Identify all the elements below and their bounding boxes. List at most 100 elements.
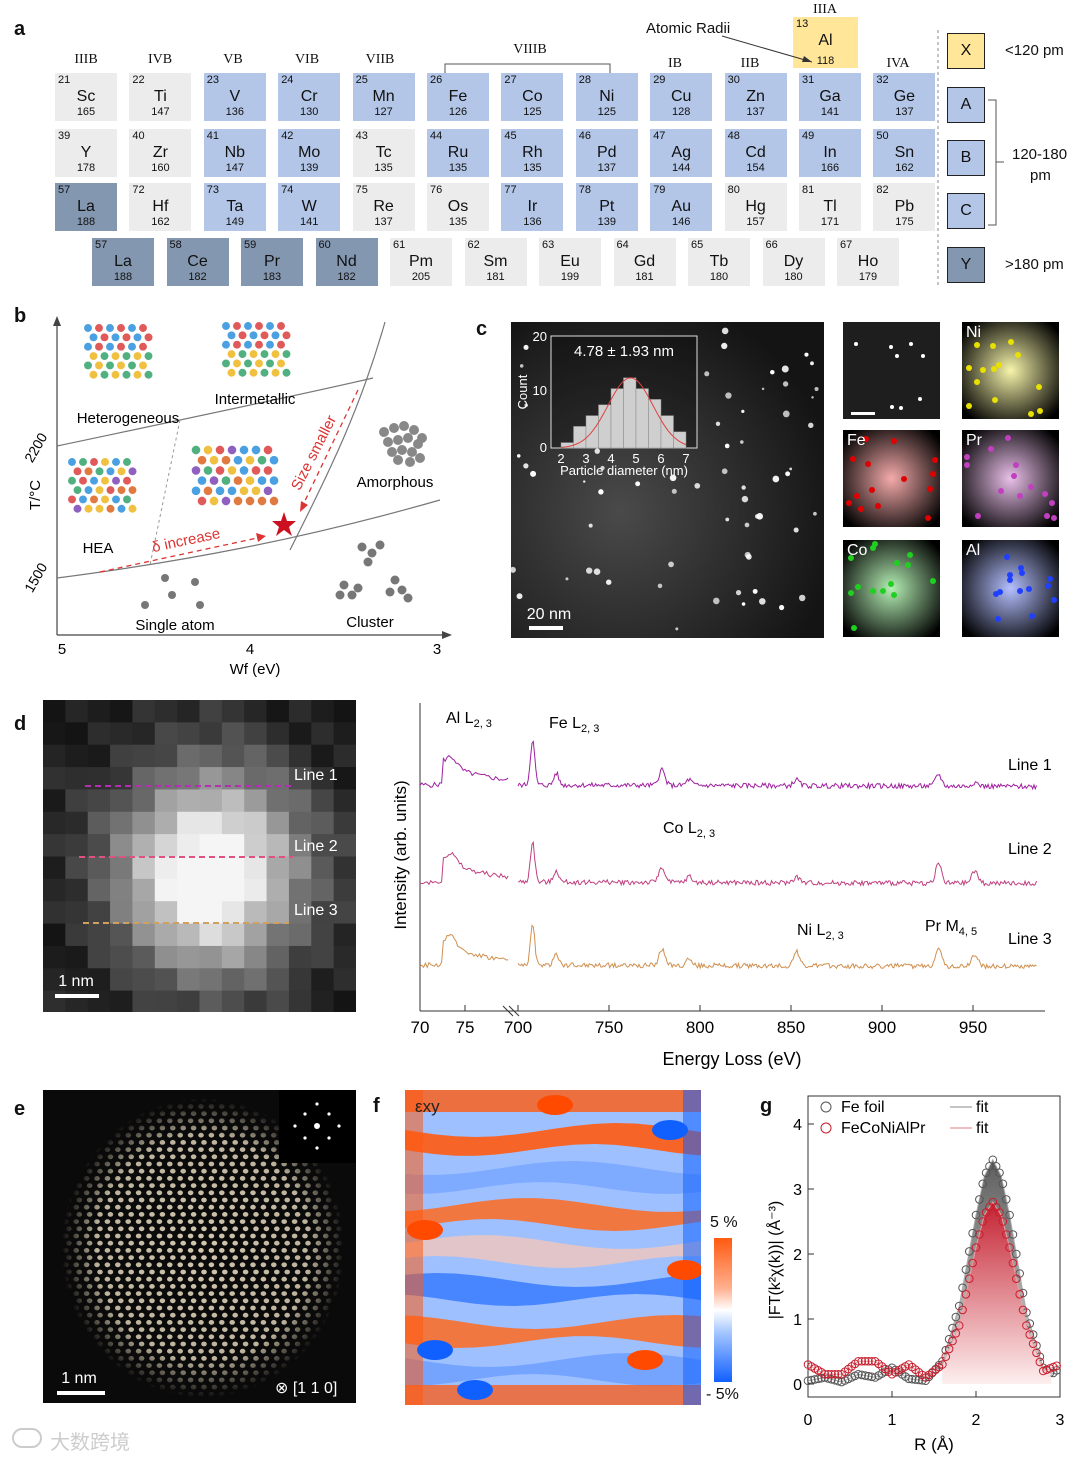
- small-map-dot: [909, 342, 914, 347]
- atom-column: [263, 1327, 270, 1332]
- annotation-lines: [444, 30, 1004, 285]
- image-pixel: [110, 990, 133, 1012]
- atom-column: [55, 1356, 62, 1361]
- atom-column: [76, 1312, 82, 1318]
- atom-column: [86, 1212, 93, 1217]
- nanoparticle: [808, 422, 814, 429]
- atom-column: [253, 1183, 259, 1188]
- atom-column: [149, 1255, 155, 1260]
- nanoparticle: [785, 471, 791, 477]
- atom-column: [43, 1348, 48, 1354]
- atom-column: [239, 1348, 246, 1354]
- atom-column: [326, 1168, 332, 1174]
- atom-column: [76, 1327, 82, 1332]
- atom-column: [156, 1320, 163, 1325]
- image-pixel: [43, 767, 66, 790]
- atom-column: [281, 1276, 287, 1282]
- image-pixel: [266, 968, 290, 992]
- atom-column: [63, 1291, 69, 1296]
- atom-column: [271, 1219, 277, 1224]
- atom-column: [315, 1356, 322, 1361]
- atom-column: [170, 1096, 176, 1102]
- atom-column: [83, 1334, 90, 1340]
- image-pixel: [221, 700, 245, 723]
- atom-column: [149, 1341, 155, 1347]
- eds-map-label: Ni: [966, 324, 982, 341]
- atom-column: [229, 1219, 235, 1224]
- atom-column: [170, 1341, 176, 1347]
- atom-column: [274, 1111, 280, 1116]
- image-pixel: [311, 901, 335, 925]
- atom-column: [146, 1305, 152, 1311]
- atom-column: [156, 1190, 163, 1196]
- atom-column: [63, 1334, 69, 1340]
- atom-column: [219, 1248, 225, 1253]
- atom-column: [177, 1377, 183, 1383]
- atom-column: [346, 1269, 353, 1275]
- data-point-feconialpr: [1001, 1230, 1011, 1239]
- image-pixel: [199, 990, 223, 1012]
- atom-column: [323, 1305, 329, 1311]
- atom-column: [83, 1132, 90, 1138]
- atom-column: [107, 1255, 114, 1260]
- single-atom-dot: [141, 601, 149, 609]
- atom-column: [66, 1327, 72, 1332]
- data-point-feconialpr: [823, 1369, 833, 1379]
- atom-dot: [100, 352, 109, 361]
- atom-column: [201, 1111, 207, 1116]
- atom-column: [73, 1305, 79, 1311]
- data-point-feconialpr: [971, 1243, 981, 1252]
- map-spot: [964, 461, 971, 468]
- atom-column: [170, 1197, 176, 1203]
- ytick-2200: 2200: [21, 430, 51, 465]
- image-pixel: [132, 722, 156, 746]
- legend-box-x: X: [947, 33, 985, 69]
- atom-column: [198, 1363, 204, 1368]
- atom-column: [305, 1384, 311, 1390]
- atom-column: [271, 1320, 277, 1325]
- atomic-radii-label: Atomic Radii: [646, 20, 731, 37]
- atom-dot: [266, 340, 274, 349]
- data-point-feconialpr: [975, 1230, 984, 1239]
- atom-column: [211, 1140, 218, 1145]
- image-pixel: [154, 945, 178, 969]
- atom-column: [94, 1248, 100, 1253]
- atom-column: [146, 1334, 152, 1340]
- atom-column: [343, 1219, 350, 1224]
- hist-xtick: 6: [657, 451, 664, 466]
- atom-column: [83, 1233, 90, 1239]
- data-point-feconialpr: [941, 1352, 951, 1362]
- atom-dot: [249, 350, 258, 359]
- nanoparticle: [721, 342, 728, 350]
- data-point-feconialpr: [998, 1217, 1008, 1226]
- atom-column: [250, 1233, 256, 1239]
- atom-column: [73, 1176, 79, 1181]
- image-pixel: [244, 811, 268, 835]
- atom-column: [294, 1298, 301, 1304]
- atom-column: [333, 1291, 340, 1296]
- atom-column: [315, 1240, 322, 1246]
- atom-dot: [68, 476, 76, 485]
- atom-column: [128, 1370, 134, 1376]
- atom-column: [63, 1348, 69, 1354]
- atom-column: [55, 1312, 62, 1318]
- atom-column: [177, 1190, 183, 1196]
- map-spot: [1018, 569, 1025, 576]
- element-cell-in: 49 In 166: [799, 129, 861, 177]
- atom-column: [135, 1132, 142, 1138]
- atom-column: [156, 1090, 163, 1095]
- atom-column: [239, 1377, 246, 1383]
- atom-column: [159, 1341, 166, 1347]
- atom-column: [333, 1204, 340, 1210]
- atom-column: [281, 1204, 287, 1210]
- atom-column: [138, 1284, 145, 1289]
- atom-column: [45, 1154, 51, 1160]
- atom-column: [190, 1284, 197, 1289]
- atom-column: [107, 1212, 114, 1217]
- data-point-fe-foil: [911, 1375, 920, 1384]
- atom-column: [180, 1370, 186, 1376]
- atom-column: [167, 1190, 173, 1196]
- atom-column: [76, 1140, 82, 1145]
- nanoparticle: [721, 327, 729, 335]
- image-pixel: [177, 744, 200, 768]
